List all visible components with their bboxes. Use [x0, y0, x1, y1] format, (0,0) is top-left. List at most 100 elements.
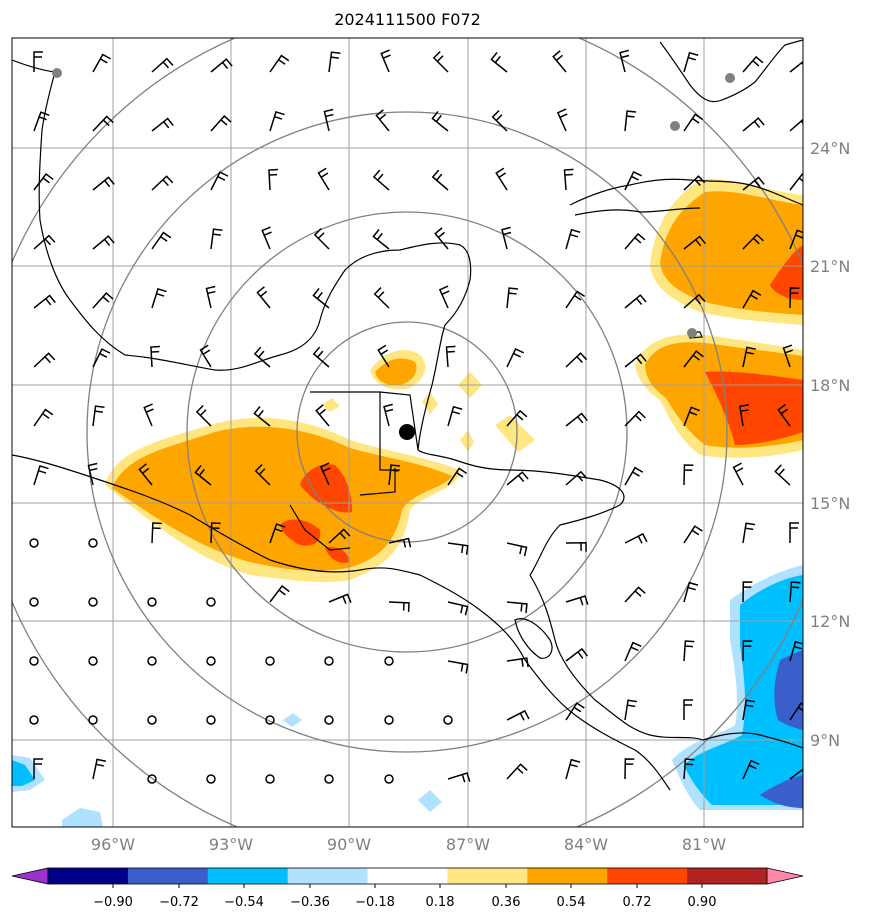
colorbar-tick-label: −0.36: [290, 895, 330, 910]
wind-barb: [254, 464, 271, 486]
shaded-field-negative: [12, 565, 803, 827]
wind-barb: [319, 462, 331, 486]
wind-barb: [312, 346, 330, 368]
wind-barb: [33, 352, 56, 368]
wind-barb: [742, 699, 756, 721]
graticule: [12, 38, 803, 827]
wind-barb: [789, 702, 803, 721]
wind-barb: [33, 294, 56, 309]
wind-barb: [683, 581, 699, 603]
wind-barb: [683, 525, 703, 544]
colorbar-cell: [687, 868, 768, 884]
wind-barb: [253, 346, 271, 368]
wind-barb: [377, 344, 390, 368]
wind-barb: [506, 542, 528, 557]
wind-barb: [431, 110, 449, 132]
wind-barb: [431, 169, 449, 191]
wind-barb: [683, 350, 704, 368]
wind-barb: [565, 542, 587, 552]
wind-barb: [506, 763, 528, 780]
wind-barb: [777, 403, 791, 427]
storm-center-marker: [399, 424, 415, 440]
colorbar-tick-label: 0.18: [426, 895, 455, 910]
lat-label: 24°N: [810, 139, 850, 158]
colorbar-tick-label: −0.90: [93, 895, 133, 910]
wind-barb: [328, 528, 351, 544]
wind-barb: [269, 523, 286, 544]
wind-barb: [33, 408, 54, 427]
wind-barb: [150, 345, 160, 368]
wind-barb: [624, 294, 647, 309]
wind-barb: [624, 466, 644, 486]
wind-barb: [87, 462, 98, 486]
colorbar-cell: [447, 868, 528, 884]
wind-barb: [624, 641, 642, 662]
wind-barb: [619, 49, 630, 73]
lat-label: 21°N: [810, 257, 850, 276]
wind-barb: [92, 176, 115, 191]
wind-barb: [624, 586, 646, 603]
wind-barb: [380, 49, 391, 73]
colorbar-tick-label: 0.90: [688, 895, 717, 910]
wind-barb: [372, 229, 390, 250]
wind-barb: [210, 171, 229, 191]
wind-barb: [565, 647, 588, 662]
wind-barb: [92, 348, 111, 368]
lat-label: 18°N: [810, 376, 850, 395]
wind-barb: [317, 167, 330, 191]
lon-label: 96°W: [91, 835, 135, 854]
wind-barb: [490, 52, 508, 73]
wind-barb: [742, 289, 762, 309]
wind-barb: [683, 175, 706, 191]
wind-barb: [447, 772, 471, 783]
wind-barb: [138, 463, 153, 486]
wind-barb: [789, 522, 799, 543]
wind-barb: [683, 464, 694, 486]
wind-barb: [33, 234, 56, 250]
wind-barb: [565, 290, 586, 309]
wind-barb: [253, 406, 271, 427]
wind-barb: [92, 405, 105, 427]
wind-barb: [151, 231, 172, 250]
wind-barb: [33, 51, 43, 72]
wind-barb: [268, 168, 278, 191]
wind-barb: [313, 227, 330, 250]
wind-barb: [33, 111, 50, 132]
wind-barb: [624, 110, 637, 132]
wind-barb: [683, 758, 695, 780]
wind-barb: [445, 345, 456, 368]
wind-barb: [447, 542, 469, 555]
shaded-field-positive-east: [635, 178, 803, 458]
wind-barb: [92, 758, 107, 780]
colorbar-tick-label: 0.36: [492, 895, 521, 910]
wind-barb: [789, 287, 800, 309]
lon-label: 87°W: [446, 835, 490, 854]
wind-barb: [742, 581, 753, 603]
calm-wind-markers: [29, 538, 453, 784]
wind-barb: [323, 108, 334, 132]
wind-barb: [210, 522, 221, 544]
wind-barb: [269, 54, 290, 73]
lat-label: 12°N: [810, 612, 850, 631]
wind-barb: [438, 285, 450, 309]
wind-barb: [563, 168, 574, 191]
wind-barb: [742, 640, 753, 662]
wind-barb: [624, 758, 635, 780]
map-border: [11, 37, 804, 828]
wind-barb: [151, 287, 167, 309]
wind-barb: [269, 585, 290, 603]
wind-barb: [491, 110, 508, 132]
wind-barb: [447, 660, 469, 674]
city-markers: [52, 68, 735, 338]
wind-barb: [383, 403, 394, 427]
lon-label: 90°W: [327, 835, 371, 854]
colorbar-cell: [527, 868, 608, 884]
wind-barb: [683, 113, 704, 132]
colorbar-cell: [287, 868, 369, 884]
wind-barb: [742, 346, 756, 368]
colorbar-cell: [127, 868, 209, 884]
colorbar: −0.90 −0.72 −0.54 −0.36 −0.18 0.18 0.36 0.54 0.7…: [11, 867, 804, 910]
wind-barb: [33, 758, 44, 780]
colorbar-cell: [367, 868, 448, 884]
wind-barb: [774, 464, 791, 486]
